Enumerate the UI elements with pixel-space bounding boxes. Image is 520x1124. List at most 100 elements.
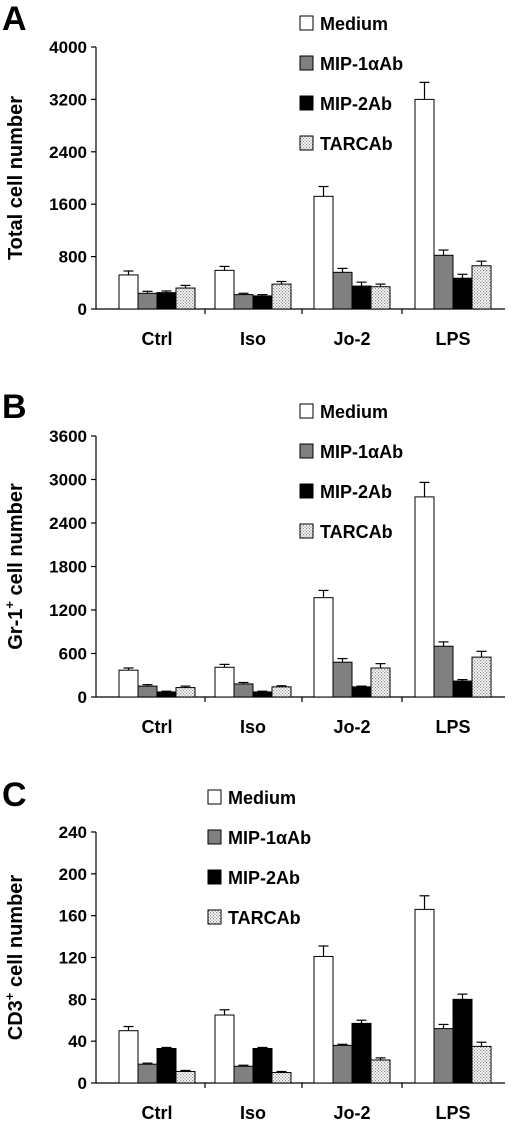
legend-swatch <box>207 909 222 925</box>
bar <box>252 691 273 698</box>
legend-swatch <box>299 15 314 31</box>
bar <box>271 1072 292 1084</box>
y-tick-label: 120 <box>59 949 87 968</box>
bar <box>414 908 435 1084</box>
legend-label: TARCAb <box>320 522 393 542</box>
bar <box>433 645 454 698</box>
legend-swatch <box>299 523 314 539</box>
bar <box>214 666 235 698</box>
x-tick-label: Jo-2 <box>333 329 370 349</box>
y-tick-label: 0 <box>78 300 87 319</box>
bar <box>137 1063 158 1084</box>
legend-swatch <box>299 443 314 459</box>
bar <box>332 661 353 698</box>
bar <box>332 271 353 310</box>
y-tick-label: 2400 <box>49 514 87 533</box>
bar <box>156 292 177 310</box>
bar <box>175 287 196 310</box>
y-axis-label: Gr-1+ cell number <box>2 483 27 650</box>
bar <box>175 1070 196 1084</box>
bar <box>156 1047 177 1084</box>
x-tick-label: Jo-2 <box>333 717 370 737</box>
x-tick-label: Jo-2 <box>333 1103 370 1123</box>
chart-panel-a: A Total cell number 0 800 1600 2400 3200 4000 Ct… <box>2 0 505 349</box>
bar <box>471 265 492 310</box>
legend-label: Medium <box>320 14 388 34</box>
y-tick-label: 1200 <box>49 601 87 620</box>
legend-swatch <box>207 789 222 805</box>
legend-label: MIP-1αAb <box>320 54 403 74</box>
bar <box>313 955 334 1084</box>
panel-label: B <box>2 388 27 426</box>
y-tick-label: 0 <box>78 1074 87 1093</box>
legend-swatch <box>207 869 222 885</box>
legend-label: TARCAb <box>228 908 301 928</box>
bar <box>452 680 473 698</box>
bar <box>433 1028 454 1084</box>
bar <box>452 277 473 310</box>
x-tick-label: LPS <box>435 1103 470 1123</box>
y-tick-label: 600 <box>59 645 87 664</box>
y-tick-label: 0 <box>78 688 87 707</box>
bar <box>252 295 273 310</box>
bar <box>332 1044 353 1084</box>
legend-label: MIP-2Ab <box>320 482 392 502</box>
y-tick-label: 1800 <box>49 558 87 577</box>
bar <box>271 686 292 698</box>
bar <box>351 285 372 310</box>
bar <box>175 687 196 698</box>
bar <box>414 496 435 698</box>
x-tick-label: Iso <box>240 717 266 737</box>
y-tick-label: 80 <box>68 990 87 1009</box>
bar <box>370 667 391 698</box>
bar <box>118 274 139 310</box>
bar <box>156 691 177 698</box>
bar <box>233 1065 254 1084</box>
x-tick-label: Iso <box>240 329 266 349</box>
y-tick-label: 2400 <box>49 143 87 162</box>
bar <box>433 254 454 310</box>
y-tick-label: 1600 <box>49 195 87 214</box>
chart-panel-b: B Gr-1+ cell number 0 600 1200 1800 2400 3000 36… <box>2 388 505 737</box>
y-tick-label: 200 <box>59 865 87 884</box>
y-tick-label: 3600 <box>49 427 87 446</box>
y-axis-label: CD3+ cell number <box>2 875 27 1041</box>
legend-swatch <box>299 95 314 111</box>
panel-label: A <box>2 0 27 38</box>
bar <box>214 269 235 310</box>
y-tick-label: 160 <box>59 907 87 926</box>
bar <box>370 286 391 310</box>
legend-label: MIP-1αAb <box>228 828 311 848</box>
bar <box>471 656 492 698</box>
bar <box>414 98 435 310</box>
chart-panel-c: C CD3+ cell number 0 40 80 120 160 200 240 Ctrl Is… <box>2 776 505 1123</box>
bar <box>370 1059 391 1084</box>
bar <box>118 669 139 698</box>
x-tick-label: Iso <box>240 1103 266 1123</box>
legend-swatch <box>299 483 314 499</box>
x-tick-label: Ctrl <box>142 717 173 737</box>
legend-swatch <box>299 55 314 71</box>
legend-swatch <box>299 403 314 419</box>
y-tick-label: 3000 <box>49 471 87 490</box>
bar <box>118 1030 139 1084</box>
y-tick-label: 800 <box>59 248 87 267</box>
legend-label: Medium <box>320 402 388 422</box>
bar <box>233 683 254 698</box>
bar <box>137 685 158 698</box>
legend-label: TARCAb <box>320 134 393 154</box>
legend-label: MIP-2Ab <box>320 94 392 114</box>
panel-label: C <box>2 776 27 814</box>
bar <box>252 1047 273 1084</box>
x-tick-label: LPS <box>435 329 470 349</box>
legend-label: Medium <box>228 788 296 808</box>
bar <box>351 686 372 698</box>
bar <box>137 292 158 310</box>
bar <box>452 998 473 1084</box>
x-tick-label: Ctrl <box>142 329 173 349</box>
y-tick-label: 4000 <box>49 38 87 57</box>
bar <box>471 1045 492 1084</box>
bar <box>271 283 292 310</box>
